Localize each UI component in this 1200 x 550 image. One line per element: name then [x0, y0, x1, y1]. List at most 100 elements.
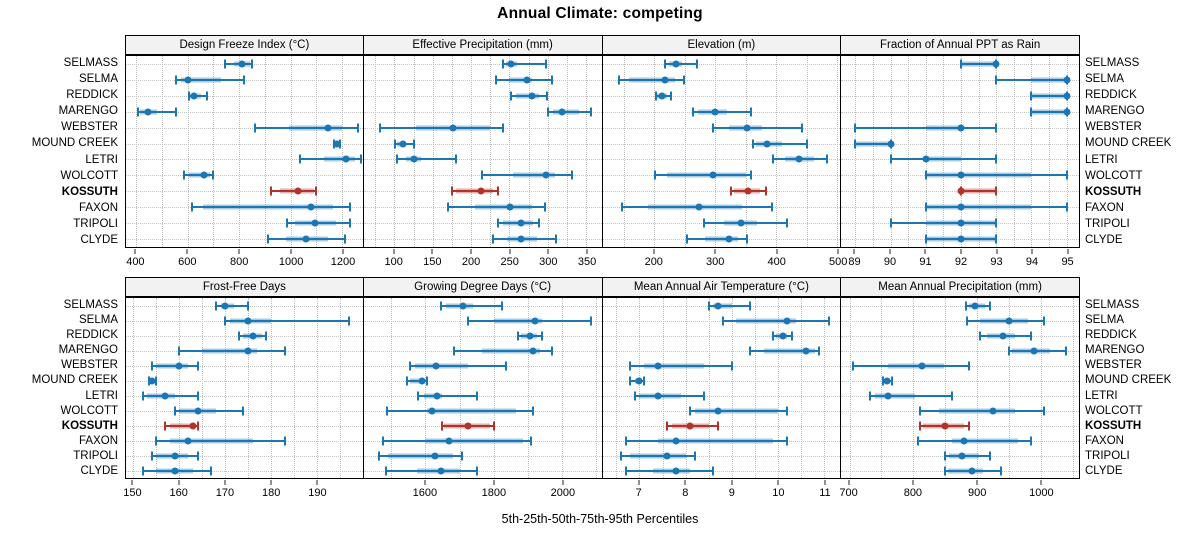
axis-tick [776, 249, 778, 254]
panel-body [362, 55, 603, 248]
gridline-vertical [202, 298, 204, 478]
whisker-line [189, 94, 208, 97]
whisker-line [165, 424, 198, 427]
end-cap [242, 406, 245, 415]
gridline-horizontal [602, 95, 841, 97]
end-cap [501, 301, 504, 310]
gridline-vertical [562, 298, 564, 478]
whisker-line [299, 158, 362, 161]
end-cap [889, 154, 892, 164]
end-cap [214, 301, 217, 310]
median-dot [958, 452, 966, 459]
gridline-horizontal [126, 455, 363, 457]
end-cap [995, 123, 998, 133]
gridline-vertical [264, 56, 266, 247]
gridline-horizontal [602, 350, 841, 352]
end-cap [417, 391, 420, 400]
end-cap [188, 91, 191, 101]
panel-title: Growing Degree Days (°C) [414, 281, 552, 293]
iqr-band [713, 303, 732, 308]
whisker-line [396, 158, 456, 161]
median-dot [175, 362, 183, 369]
median-dot [477, 187, 485, 195]
gridline-vertical [1031, 56, 1033, 247]
end-cap [707, 301, 710, 310]
end-cap [683, 75, 686, 85]
end-cap [918, 406, 921, 415]
end-cap [251, 59, 254, 69]
iqr-band [455, 188, 493, 194]
end-cap [669, 91, 672, 101]
panel-axis: 89 90 91 92 93 94 95 [840, 249, 1080, 273]
median-dot [311, 219, 319, 227]
end-cap [967, 421, 970, 430]
end-cap [818, 346, 821, 355]
median-dot [244, 317, 252, 324]
axis-tick [714, 249, 716, 254]
iqr-band [764, 348, 815, 353]
median-dot [324, 124, 332, 132]
axis-tick-label: 100 [384, 256, 403, 268]
iqr-band [925, 204, 1032, 210]
median-dot [294, 187, 302, 195]
axis-tick-label: 300 [539, 256, 558, 268]
end-cap [770, 202, 773, 212]
end-cap [1030, 91, 1033, 101]
end-cap [343, 234, 346, 244]
median-dot [464, 422, 472, 429]
axis-tick-label: 89 [848, 256, 861, 268]
axis-tick-label: 1200 [330, 256, 356, 268]
end-cap [968, 361, 971, 370]
end-cap [480, 170, 483, 180]
median-dot [714, 302, 722, 309]
median-dot [989, 407, 997, 414]
end-cap [196, 451, 199, 460]
whisker-line [925, 206, 1067, 209]
median-dot [999, 332, 1006, 339]
end-cap [454, 154, 457, 164]
median-dot [526, 332, 534, 339]
gridline-vertical [977, 298, 979, 478]
gridline-vertical [654, 56, 656, 247]
axis-tick-label: 900 [967, 487, 987, 499]
axis-tick [470, 249, 472, 254]
gridline-horizontal [363, 395, 602, 397]
whisker-line [176, 78, 245, 81]
median-dot [200, 171, 208, 179]
end-cap [540, 331, 543, 340]
gridline-horizontal [363, 159, 602, 161]
end-cap [265, 331, 268, 340]
axis-tick-label: 250 [500, 256, 519, 268]
end-cap [475, 466, 478, 475]
median-dot [506, 203, 514, 211]
gridline-horizontal [126, 223, 363, 225]
end-cap [749, 346, 752, 355]
axis-tick-label: 2000 [550, 487, 576, 499]
median-dot [189, 422, 197, 429]
iqr-band [181, 77, 222, 83]
gridline-vertical [509, 56, 511, 247]
end-cap [716, 421, 719, 430]
whisker-line [386, 409, 534, 412]
end-cap [315, 186, 318, 196]
gridline-horizontal [126, 127, 363, 129]
end-cap [1030, 331, 1033, 340]
end-cap [504, 361, 507, 370]
percentiles-caption: 5th-25th-50th-75th-95th Percentiles [501, 512, 699, 526]
median-dot [714, 407, 722, 414]
end-cap [492, 421, 495, 430]
gridline-vertical [213, 56, 215, 247]
axis-tick-label: 11 [819, 487, 831, 499]
end-cap [381, 436, 384, 445]
panel-title: Frost-Free Days [202, 281, 286, 293]
end-cap [206, 91, 209, 101]
panel-axis: 150 160 170 180 190 [123, 480, 364, 500]
end-cap [702, 218, 705, 228]
axis-tick-label: 93 [990, 256, 1003, 268]
gridline-vertical [1049, 56, 1051, 247]
axis-tick-label: 1800 [481, 487, 507, 499]
end-cap [765, 186, 768, 196]
end-cap [712, 123, 715, 133]
median-dot [957, 187, 965, 195]
panel-strip: Effective Precipitation (mm) [362, 35, 603, 55]
